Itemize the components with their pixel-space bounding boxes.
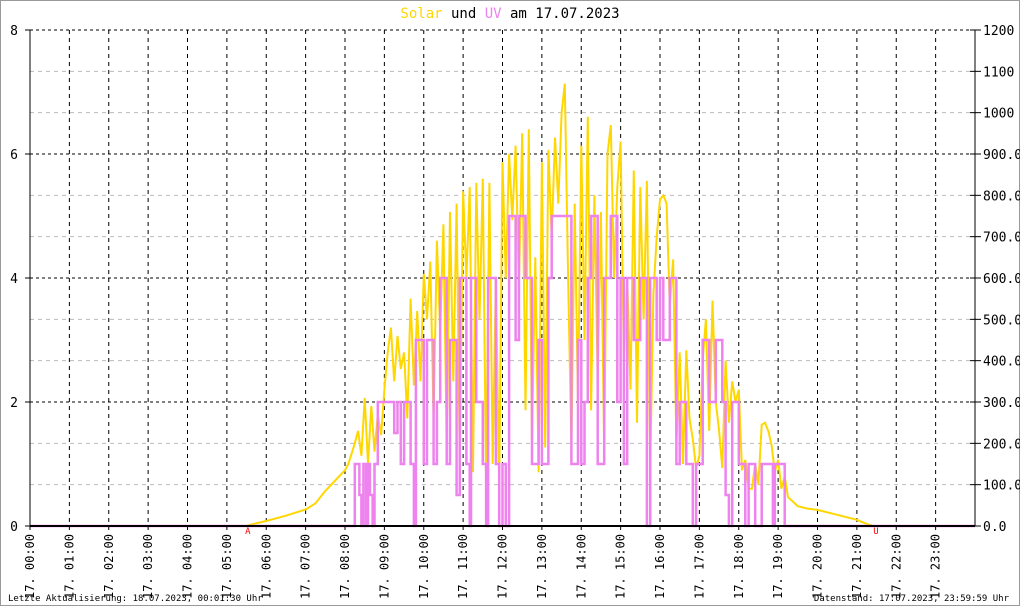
- x-axis-tick-label: 17. 06:00: [259, 534, 273, 599]
- title-date: am 17.07.2023: [502, 6, 620, 22]
- x-axis-tick-label: 17. 23:00: [929, 534, 943, 599]
- left-axis-tick-label: 0: [10, 520, 18, 535]
- x-axis-tick-label: 17. 16:00: [653, 534, 667, 599]
- right-axis-tick-label: 1100: [983, 65, 1014, 80]
- x-axis-tick-label: 17. 22:00: [889, 534, 903, 599]
- right-axis-tick-label: 300.0: [983, 396, 1020, 411]
- x-axis-tick-label: 17. 17:00: [692, 534, 706, 599]
- x-axis-tick-label: 17. 00:00: [23, 534, 37, 599]
- x-axis-tick-label: 17. 12:00: [496, 534, 510, 599]
- title-und: und: [443, 6, 485, 22]
- series-layer: [30, 83, 975, 528]
- x-axis-tick-label: 17. 07:00: [299, 534, 313, 599]
- right-axis-tick-label: 200.0: [983, 437, 1020, 452]
- right-axis-tick-label: 900.0: [983, 148, 1020, 163]
- axes: 0 2 4 6 8 0.0 100.0 200.0 300.0 400.0 500.0 600.0 70…: [10, 24, 1020, 599]
- right-axis-tick-label: 600.0: [983, 272, 1020, 287]
- right-axis-tick-label: 1000: [983, 107, 1014, 122]
- left-axis-tick-label: 8: [10, 24, 18, 39]
- chart-title: Solar und UV am 17.07.2023: [400, 6, 619, 22]
- right-axis-tick-label: 400.0: [983, 355, 1020, 370]
- x-axis-tick-label: 17. 04:00: [181, 534, 195, 599]
- x-axis-tick-label: 17. 20:00: [811, 534, 825, 599]
- right-axis-tick-label: 1200: [983, 24, 1014, 39]
- data-state-text: Datenstand: 17.07.2023, 23:59:59 Uhr: [814, 594, 1010, 604]
- sunset-marker: U: [873, 527, 878, 537]
- x-axis-tick-label: 17. 13:00: [535, 534, 549, 599]
- right-axis-tick-label: 500.0: [983, 313, 1020, 328]
- grid: [30, 29, 975, 526]
- title-uv: UV: [485, 6, 502, 22]
- x-axis-tick-label: 17. 02:00: [102, 534, 116, 599]
- solar-series-line: [30, 83, 975, 527]
- sunrise-marker: A: [245, 527, 251, 537]
- x-axis-tick-label: 17. 10:00: [417, 534, 431, 599]
- right-axis-tick-label: 0.0: [983, 520, 1006, 535]
- x-axis-tick-label: 17. 05:00: [220, 534, 234, 599]
- left-axis-tick-label: 2: [10, 396, 18, 411]
- uv-series-line: [30, 214, 975, 528]
- left-axis-tick-label: 6: [10, 148, 18, 163]
- last-update-text: Letzte Aktualisierung: 18.07.2023, 00:01…: [8, 594, 263, 604]
- x-axis-tick-label: 17. 18:00: [732, 534, 746, 599]
- right-axis-tick-label: 100.0: [983, 479, 1020, 494]
- left-axis-tick-label: 4: [10, 272, 18, 287]
- x-axis-tick-label: 17. 14:00: [574, 534, 588, 599]
- right-axis-tick-label: 700.0: [983, 231, 1020, 246]
- x-axis-tick-label: 17. 19:00: [771, 534, 785, 599]
- x-axis-tick-label: 17. 08:00: [338, 534, 352, 599]
- x-axis-tick-label: 17. 21:00: [850, 534, 864, 599]
- x-axis-tick-label: 17. 09:00: [377, 534, 391, 599]
- right-axis-tick-label: 800.0: [983, 189, 1020, 204]
- x-axis-tick-label: 17. 01:00: [62, 534, 76, 599]
- x-axis-tick-label: 17. 11:00: [456, 534, 470, 599]
- x-axis-tick-label: 17. 15:00: [614, 534, 628, 599]
- title-solar: Solar: [400, 6, 442, 22]
- x-axis-tick-label: 17. 03:00: [141, 534, 155, 599]
